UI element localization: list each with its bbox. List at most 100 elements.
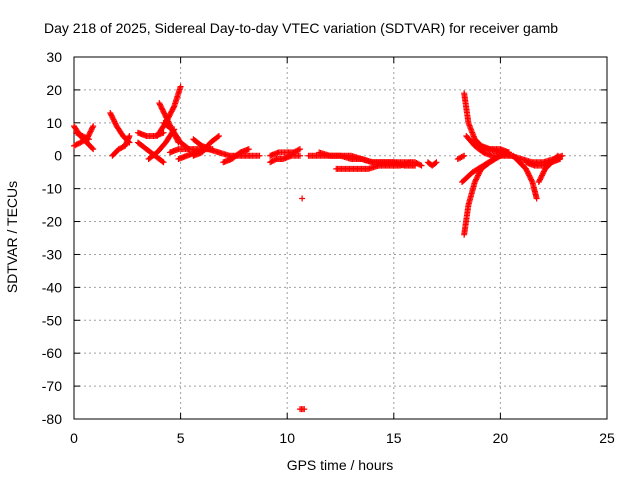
data-point <box>111 117 118 124</box>
data-point <box>538 172 545 179</box>
data-point <box>407 159 414 166</box>
data-point <box>214 133 221 140</box>
y-tick-label: -80 <box>42 411 62 427</box>
chart-title: Day 218 of 2025, Sidereal Day-to-day VTE… <box>44 20 558 36</box>
data-point <box>526 172 533 179</box>
data-series-segment <box>510 152 540 202</box>
data-point <box>540 168 547 175</box>
x-tick-label: 20 <box>493 430 509 446</box>
data-point <box>89 145 96 152</box>
y-tick-label: 20 <box>46 82 62 98</box>
data-point <box>215 132 222 139</box>
y-tick-label: -20 <box>42 214 62 230</box>
data-point <box>459 153 466 160</box>
data-point <box>90 146 97 153</box>
data-point <box>112 120 119 127</box>
data-point <box>301 406 308 413</box>
data-point <box>158 105 165 112</box>
data-point <box>299 195 306 202</box>
data-point <box>433 159 440 166</box>
data-point <box>245 146 252 153</box>
data-series-segment <box>267 146 303 159</box>
data-point <box>476 168 483 175</box>
data-point <box>126 132 133 139</box>
data-series-segment <box>296 406 308 413</box>
data-point <box>156 100 163 107</box>
data-point <box>159 158 166 165</box>
data-point <box>528 177 535 184</box>
data-point <box>160 159 167 166</box>
x-tick-label: 15 <box>386 430 402 446</box>
data-point <box>108 112 115 119</box>
data-series-segment <box>299 195 306 202</box>
data-point <box>160 109 167 116</box>
data-point <box>473 175 480 182</box>
data-point <box>207 146 214 153</box>
data-series-segment <box>73 129 92 143</box>
data-point <box>526 173 533 180</box>
data-point <box>88 127 95 134</box>
data-point <box>109 113 116 120</box>
x-tick-label: 25 <box>599 430 615 446</box>
y-tick-label: -70 <box>42 378 62 394</box>
data-point <box>156 101 163 108</box>
data-point <box>524 168 531 175</box>
data-series-segment <box>267 152 303 166</box>
data-point <box>162 113 169 120</box>
data-points <box>71 83 566 413</box>
data-point <box>432 160 439 167</box>
data-point <box>554 153 561 160</box>
plot-frame <box>73 56 608 420</box>
data-point <box>159 106 166 113</box>
data-point <box>88 125 95 132</box>
data-point <box>554 152 561 159</box>
data-point <box>177 83 184 90</box>
x-tick-label: 10 <box>279 430 295 446</box>
y-axis-label: SDTVAR / TECUs <box>4 181 20 293</box>
data-point <box>295 146 302 153</box>
data-point <box>538 173 545 180</box>
data-series-segment <box>154 83 184 139</box>
data-point <box>537 176 544 183</box>
y-tick-label: -10 <box>42 181 62 197</box>
data-point <box>162 111 169 118</box>
data-point <box>111 119 118 126</box>
data-series-segment <box>190 132 222 159</box>
data-point <box>107 109 114 116</box>
data-point <box>537 175 544 182</box>
data-point <box>418 162 425 169</box>
data-point <box>472 177 479 184</box>
data-point <box>170 104 177 111</box>
data-point <box>540 169 547 176</box>
data-point <box>533 195 540 202</box>
y-tick-label: -50 <box>42 312 62 328</box>
data-point <box>109 115 116 122</box>
y-tick-label: -30 <box>42 246 62 262</box>
data-point <box>523 167 530 174</box>
data-point <box>84 135 91 142</box>
data-point <box>158 104 165 111</box>
data-point <box>157 102 164 109</box>
data-point <box>535 179 542 186</box>
data-point <box>164 117 171 124</box>
data-point <box>522 165 529 172</box>
data-point <box>160 107 167 114</box>
x-tick-label: 5 <box>177 430 185 446</box>
y-tick-label: 10 <box>46 115 62 131</box>
data-point <box>471 179 478 186</box>
data-point <box>539 171 546 178</box>
data-point <box>89 124 96 131</box>
y-tick-label: 30 <box>46 49 62 65</box>
data-point <box>110 116 117 123</box>
data-point <box>461 152 468 159</box>
data-series-segment <box>333 159 414 172</box>
data-series-segment <box>109 132 133 159</box>
data-point <box>473 176 480 183</box>
data-series-segment <box>220 146 252 166</box>
data-series-segment <box>424 159 440 169</box>
data-point <box>412 162 419 169</box>
data-point <box>417 161 424 168</box>
data-point <box>85 136 92 143</box>
y-tick-label: -40 <box>42 279 62 295</box>
